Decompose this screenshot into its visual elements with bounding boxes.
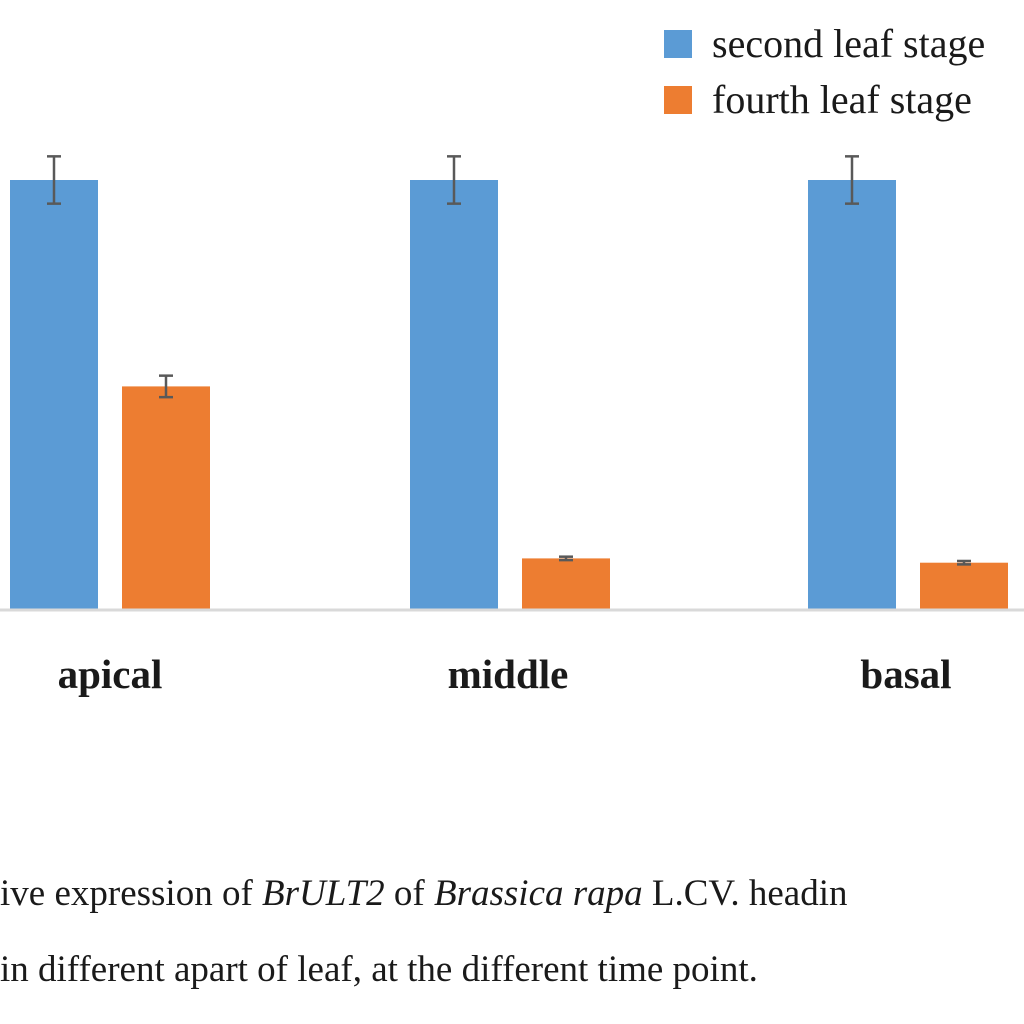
legend-swatch-fourth-leaf-stage [664,86,692,114]
error-bar-apical-second-leaf-stage [47,155,61,205]
bar-apical-fourth-leaf-stage [122,386,210,610]
bar-basal-fourth-leaf-stage [920,562,1008,610]
legend-swatch-second-leaf-stage [664,30,692,58]
error-bar-apical-fourth-leaf-stage [159,374,173,399]
caption-species-name: Brassica rapa [434,873,643,914]
error-bar-middle-fourth-leaf-stage [559,555,573,562]
caption-text: L.CV. headin [642,873,848,914]
legend-label-fourth-leaf-stage: fourth leaf stage [712,77,972,122]
caption-text: ive expression of [0,873,263,914]
bar-middle-fourth-leaf-stage [522,558,610,610]
error-bar-basal-fourth-leaf-stage [957,559,971,566]
figure-caption-line-2: in different apart of leaf, at the diffe… [0,948,1024,991]
error-bar-basal-second-leaf-stage [845,155,859,205]
error-bars-layer [47,155,971,566]
bar-middle-second-leaf-stage [410,180,498,610]
bar-basal-second-leaf-stage [808,180,896,610]
tick-labels-layer: apical middle basal [58,651,952,697]
caption-text: in different apart of leaf, at the diffe… [0,949,758,990]
error-bar-middle-second-leaf-stage [447,155,461,205]
caption-text: of [384,873,434,914]
figure-caption-line-1: ive expression of BrULT2 of Brassica rap… [0,872,1024,915]
x-tick-label-apical: apical [58,651,163,697]
legend-label-second-leaf-stage: second leaf stage [712,21,985,66]
x-tick-label-basal: basal [860,651,951,697]
caption-gene-name: BrULT2 [262,873,385,914]
legend: second leaf stage fourth leaf stage [664,21,985,122]
bar-apical-second-leaf-stage [10,180,98,610]
x-tick-label-middle: middle [448,651,569,697]
bars-layer [10,180,1008,610]
